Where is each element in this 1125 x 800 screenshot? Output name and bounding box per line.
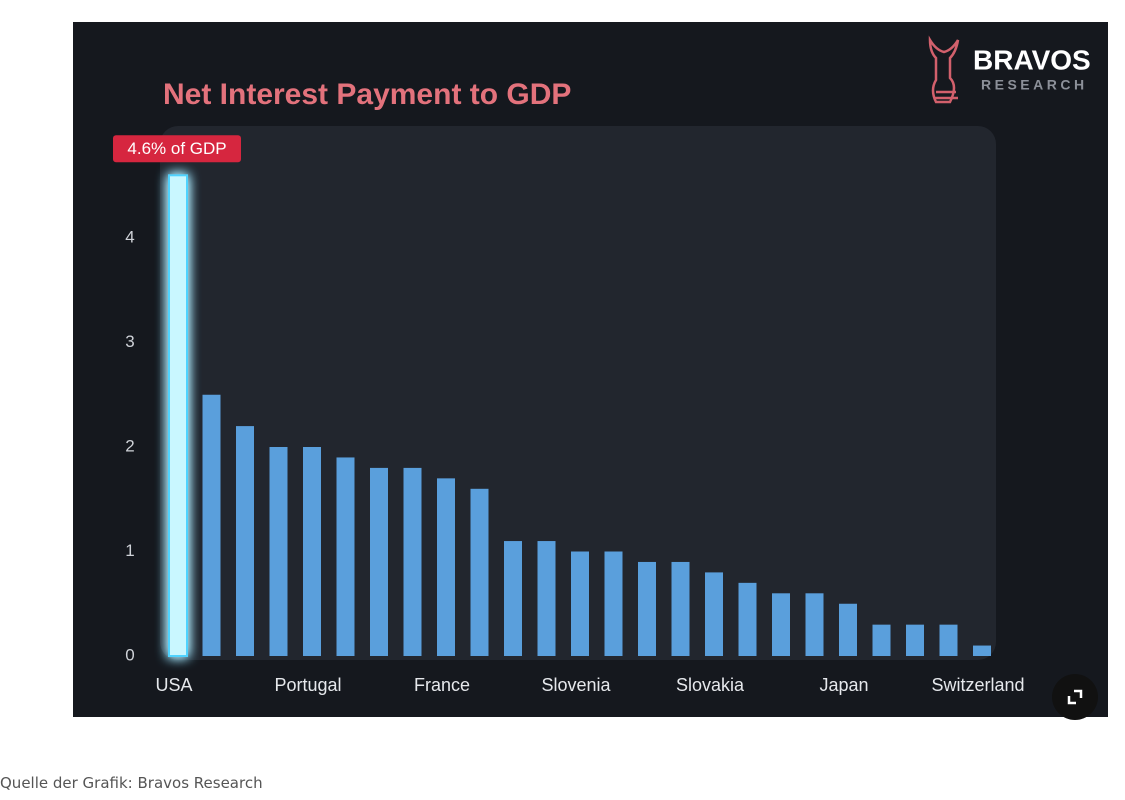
bar xyxy=(168,174,188,658)
chart-title: Net Interest Payment to GDP xyxy=(163,78,571,111)
bar xyxy=(470,488,489,656)
x-tick-label: Switzerland xyxy=(931,675,1024,695)
y-tick-label: 3 xyxy=(125,332,134,351)
y-tick-label: 0 xyxy=(125,645,134,664)
bar xyxy=(269,447,288,656)
expand-circle[interactable] xyxy=(1052,674,1098,720)
bar xyxy=(437,478,455,656)
annotation: 4.6% of GDP xyxy=(127,139,226,158)
bar xyxy=(772,593,790,656)
bar xyxy=(202,394,221,656)
bar xyxy=(839,603,857,656)
bar xyxy=(303,447,321,656)
bar xyxy=(604,551,623,656)
bar xyxy=(504,541,522,656)
x-tick-label: USA xyxy=(155,675,192,695)
bar xyxy=(236,426,254,656)
bar xyxy=(906,624,924,656)
brand-sub: RESEARCH xyxy=(981,77,1088,93)
y-tick-label: 2 xyxy=(125,436,134,455)
y-tick-label: 1 xyxy=(125,541,134,560)
plot-panel xyxy=(160,126,996,660)
x-tick-label: France xyxy=(414,675,470,695)
bar xyxy=(671,561,690,656)
annotation-box xyxy=(113,135,241,163)
brand: BRAVOS xyxy=(973,44,1091,75)
bar xyxy=(939,624,958,656)
x-tick-label: Slovakia xyxy=(676,675,745,695)
y-tick-label: 4 xyxy=(125,227,134,246)
caption: Quelle der Grafik: Bravos Research xyxy=(0,774,263,792)
bar xyxy=(738,582,757,656)
bar xyxy=(571,551,589,656)
bar xyxy=(973,645,991,656)
x-tick-label: Portugal xyxy=(274,675,341,695)
x-tick-label: Japan xyxy=(819,675,868,695)
bar xyxy=(872,624,891,656)
bar xyxy=(638,561,656,656)
chart: Net Interest Payment to GDP BRAVOS RESEA… xyxy=(73,22,1108,720)
bar xyxy=(537,541,556,656)
bar xyxy=(705,572,723,656)
bar xyxy=(805,593,824,656)
bar xyxy=(370,467,388,656)
bar xyxy=(336,457,355,656)
expand-icon[interactable] xyxy=(1067,689,1083,705)
logo-icon xyxy=(928,35,960,104)
expand-button[interactable] xyxy=(1052,674,1098,720)
x-tick-label: Slovenia xyxy=(541,675,611,695)
bar xyxy=(403,467,422,656)
